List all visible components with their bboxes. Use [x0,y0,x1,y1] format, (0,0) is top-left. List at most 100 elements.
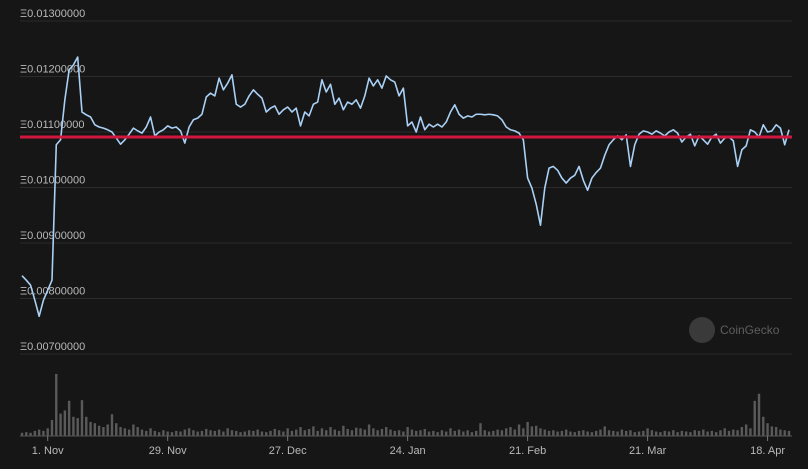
volume-bar [145,430,148,436]
volume-bar [170,432,174,436]
volume-bar [157,432,161,436]
volume-bar [273,428,277,436]
volume-bar [359,428,362,436]
volume-bar [110,414,114,436]
volume-bar [20,432,24,436]
volume-bar [654,431,658,436]
volume-bar [97,425,101,436]
volume-bar [106,424,109,436]
volume-bar [504,428,508,436]
volume-bar [659,432,662,436]
volume-bar [140,429,144,436]
volume-bar [620,429,624,436]
volume-bar [59,413,62,436]
volume-bar [582,430,585,436]
volume-bar [303,430,307,436]
volume-bar [762,416,765,436]
volume-bar [149,428,152,436]
volume-bar [427,431,431,436]
volume-bar [500,430,504,436]
volume-bar [295,429,298,436]
volume-bar [243,431,247,436]
volume-bar [723,428,726,436]
volume-bar [684,431,688,436]
volume-bar [102,427,105,436]
y-tick-label: Ξ0.00800000 [20,286,85,298]
volume-bar [337,430,341,436]
x-tick-label: 27. Dec [269,445,307,457]
volume-bar [222,431,225,436]
volume-bar [67,400,71,436]
volume-bar [196,431,199,436]
volume-bar [55,373,58,436]
volume-bar [320,428,324,436]
volume-bar [509,427,512,436]
volume-bar [650,430,654,436]
volume-bar [307,428,311,436]
volume-bar [346,428,349,436]
volume-bar [633,432,636,436]
volume-bar [599,429,602,436]
volume-bar [115,423,118,436]
volume-bar [29,432,32,436]
volume-bar [282,431,285,436]
volume-bar [530,426,534,436]
volume-bar [586,431,589,436]
volume-bar [277,430,281,436]
volume-bar [727,430,731,436]
volume-bar [543,429,546,436]
y-tick-label: Ξ0.01000000 [20,175,85,187]
y-tick-label: Ξ0.01200000 [20,64,85,76]
x-tick-label: 21. Mar [629,445,667,457]
volume-bar [483,430,486,436]
watermark-group: CoinGecko [689,317,780,343]
volume-bar [316,430,319,436]
volume-bar [517,424,521,436]
volume-bar [642,430,645,436]
volume-bar [299,427,302,436]
volume-bar [183,429,187,436]
volume-bar [290,430,294,436]
volume-bar [252,430,255,436]
volume-bar [577,430,581,436]
volume-bar [162,430,165,436]
y-tick-label: Ξ0.00700000 [20,341,85,353]
volume-bar [440,430,444,436]
volume-bar [256,429,259,436]
volume-bar [697,430,701,436]
volume-bar [492,430,495,436]
volume-bar [749,428,752,436]
volume-bar [445,431,448,436]
volume-bar [470,432,474,436]
volume-bar [260,431,264,436]
volume-bar [513,429,516,436]
volume-bar [406,427,409,436]
volume-bar [363,429,366,436]
volume-bar [560,430,564,436]
volume-bar [423,428,426,436]
x-tick-label: 29. Nov [149,445,187,457]
volume-bar [89,421,92,436]
volume-bar [672,430,675,436]
volume-bar [376,430,379,436]
x-tick-label: 24. Jan [390,445,426,457]
volume-bar [76,418,79,436]
volume-bar [740,427,744,436]
volume-bar [552,430,555,436]
volume-bar [667,431,671,436]
volume-bar [325,430,328,436]
volume-bar [770,426,774,436]
volume-bar [783,430,786,436]
volume-bar [33,430,37,436]
volume-bar [415,430,418,436]
volume-bar [213,430,217,436]
volume-bar [397,430,401,436]
volume-bar [372,428,375,436]
volume-bar [355,427,358,436]
volume-bar [312,426,315,436]
volume-bar [534,425,538,436]
volume-bar [389,429,392,436]
volume-bar [766,423,769,436]
volume-bar [702,429,705,436]
